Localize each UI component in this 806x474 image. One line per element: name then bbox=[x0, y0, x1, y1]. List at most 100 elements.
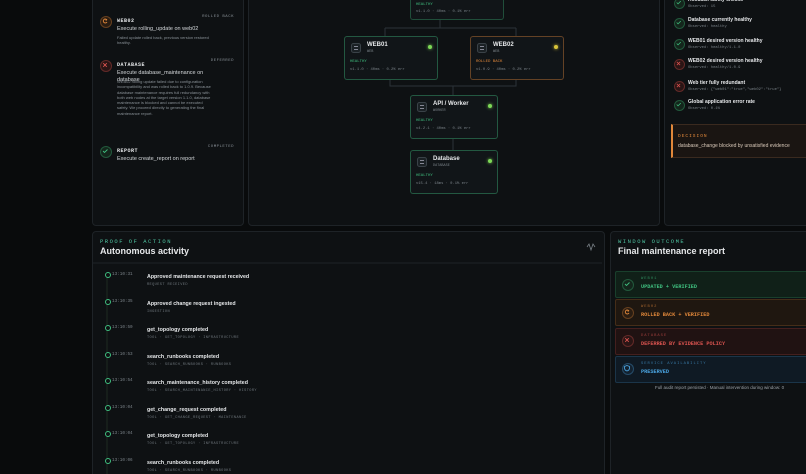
outcome-label: DATABASE bbox=[641, 333, 668, 338]
check-title: Web tier fully redundant bbox=[688, 80, 746, 86]
timeline-dot bbox=[105, 431, 111, 437]
check-observed: Observed: 15 bbox=[688, 5, 716, 9]
timeline-dot bbox=[105, 404, 111, 411]
node-role: WEB bbox=[367, 50, 374, 54]
check-title: WEB01 desired version healthy bbox=[688, 38, 763, 44]
node-role: WORKER bbox=[433, 109, 446, 113]
status-icon bbox=[673, 38, 685, 50]
status-icon bbox=[100, 146, 112, 158]
status-dot bbox=[428, 45, 432, 49]
node: HEALTHY v1.1.0 · 40ms · 0.1% err bbox=[410, 0, 504, 20]
check-observed: Observed: {"web01":"true","web02":"true"… bbox=[688, 88, 782, 92]
event-time: 13:10:54 bbox=[112, 378, 133, 383]
timeline-dot bbox=[105, 378, 111, 384]
node-icon bbox=[417, 102, 427, 112]
check-observed: Observed: 0.1% bbox=[688, 107, 720, 111]
event-title: Approved change request ingested bbox=[147, 300, 236, 307]
check-title: Database currently healthy bbox=[688, 17, 752, 23]
report-footer: Full audit report persisted · Manual int… bbox=[655, 385, 785, 390]
event-title: search_runbooks completed bbox=[147, 459, 220, 466]
step-label: WEB02 bbox=[117, 18, 135, 24]
status-dot bbox=[488, 159, 492, 163]
node-stats: v1.0.9 · 40ms · 0.2% err bbox=[476, 68, 531, 72]
event-meta: TOOL · SEARCH_MAINTENANCE_HISTORY · HIST… bbox=[147, 389, 257, 393]
timeline-dot bbox=[105, 351, 111, 358]
status-icon bbox=[673, 0, 685, 9]
step-label: DATABASE bbox=[117, 62, 146, 68]
node-name: Database bbox=[433, 156, 460, 162]
section-title: Autonomous activity bbox=[100, 246, 190, 256]
event-title: get_topology completed bbox=[147, 433, 209, 439]
event-title: get_change_request completed bbox=[147, 406, 227, 413]
node-stats: v4.2.1 · 40ms · 0.1% err bbox=[416, 127, 471, 131]
kicker: PROOF OF ACTION bbox=[100, 238, 173, 245]
status-icon bbox=[673, 80, 685, 92]
step-title: Execute create_report on report bbox=[117, 156, 195, 162]
check-title: WEB02 desired version healthy bbox=[688, 58, 763, 64]
event-time: 13:10:06 bbox=[112, 457, 133, 463]
step-detail: WEB02 rolling update failed due to confi… bbox=[117, 79, 211, 116]
node-role: WEB bbox=[493, 50, 500, 54]
status-icon bbox=[622, 363, 634, 376]
outcome-card bbox=[615, 355, 806, 383]
node-role: DATABASE bbox=[433, 164, 450, 168]
node-icon bbox=[351, 43, 361, 53]
activity-panel bbox=[92, 231, 605, 474]
decision-box: DECISION database_change blocked by unsa… bbox=[671, 124, 806, 158]
step-label: REPORT bbox=[117, 148, 139, 154]
node-name: WEB01 bbox=[367, 42, 388, 48]
event-meta: TOOL · SEARCH_RUNBOOKS · RUNBOOKS bbox=[147, 468, 232, 473]
event-meta: TOOL · GET_TOPOLOGY · INFRASTRUCTURE bbox=[147, 442, 240, 446]
node-name: WEB02 bbox=[493, 42, 514, 48]
decision-label: DECISION bbox=[678, 134, 708, 139]
section-title: Final maintenance report bbox=[618, 246, 726, 256]
node-name: API / Worker bbox=[433, 101, 469, 107]
event-title: Approved maintenance request received bbox=[147, 274, 250, 280]
outcome-label: WEB02 bbox=[641, 305, 658, 310]
timeline-dot bbox=[105, 325, 111, 331]
outcome-value: ROLLED BACK + VERIFIED bbox=[641, 312, 710, 319]
step-status: DEFERRED bbox=[210, 59, 234, 63]
status-icon bbox=[673, 58, 685, 70]
timeline-dot bbox=[105, 272, 111, 278]
check-title: Rollback safety checks bbox=[688, 0, 744, 3]
outcome-value: PRESERVED bbox=[641, 368, 670, 375]
status-dot bbox=[488, 104, 492, 108]
status-dot bbox=[554, 45, 558, 49]
event-time: 13:10:53 bbox=[112, 351, 133, 357]
node-icon bbox=[417, 157, 427, 167]
node-icon bbox=[477, 43, 487, 53]
outcome-card bbox=[615, 271, 806, 298]
node: API / Worker WORKER HEALTHY v4.2.1 · 40ms ·… bbox=[410, 95, 498, 139]
step-title: Execute rolling_update on web02 bbox=[117, 26, 199, 32]
event-title: search_maintenance_history completed bbox=[147, 380, 248, 386]
event-meta: INGESTION bbox=[147, 309, 171, 314]
status-icon bbox=[622, 306, 634, 319]
outcome-value: UPDATED + VERIFIED bbox=[641, 284, 698, 290]
status-icon bbox=[622, 278, 634, 291]
checks-panel bbox=[664, 0, 806, 226]
node-status: ROLLED BACK bbox=[476, 60, 503, 64]
event-time: 13:10:31 bbox=[112, 272, 133, 277]
outcome-card bbox=[615, 327, 806, 355]
check-title: Global application error rate bbox=[688, 99, 755, 105]
event-meta: TOOL · GET_CHANGE_REQUEST · MAINTENANCE bbox=[147, 415, 247, 420]
event-time: 13:10:35 bbox=[112, 298, 133, 304]
node: WEB01 WEB HEALTHY v1.1.0 · 40ms · 0.2% err bbox=[344, 36, 438, 80]
step-status: COMPLETED bbox=[207, 145, 234, 149]
node-stats: v1.1.0 · 40ms · 0.2% err bbox=[350, 68, 405, 72]
node-stats: v15.4 · 18ms · 0.1% err bbox=[416, 182, 469, 186]
step-status: ROLLED BACK bbox=[202, 15, 234, 19]
status-icon bbox=[100, 60, 112, 72]
step-detail: Failed update rolled back, previous vers… bbox=[117, 35, 209, 46]
event-time: 13:10:04 bbox=[112, 431, 133, 436]
node-status: HEALTHY bbox=[416, 3, 433, 7]
event-title: search_runbooks completed bbox=[147, 353, 220, 360]
outcome-value: DEFERRED BY EVIDENCE POLICY bbox=[641, 340, 726, 347]
check-observed: Observed: healthy bbox=[688, 25, 727, 29]
timeline-dot bbox=[105, 457, 111, 464]
outcome-label: SERVICE AVAILABILITY bbox=[641, 361, 707, 366]
steps-panel bbox=[92, 0, 244, 226]
node: Database DATABASE HEALTHY v15.4 · 18ms · 0.… bbox=[410, 150, 498, 194]
outcome-card bbox=[615, 299, 806, 327]
